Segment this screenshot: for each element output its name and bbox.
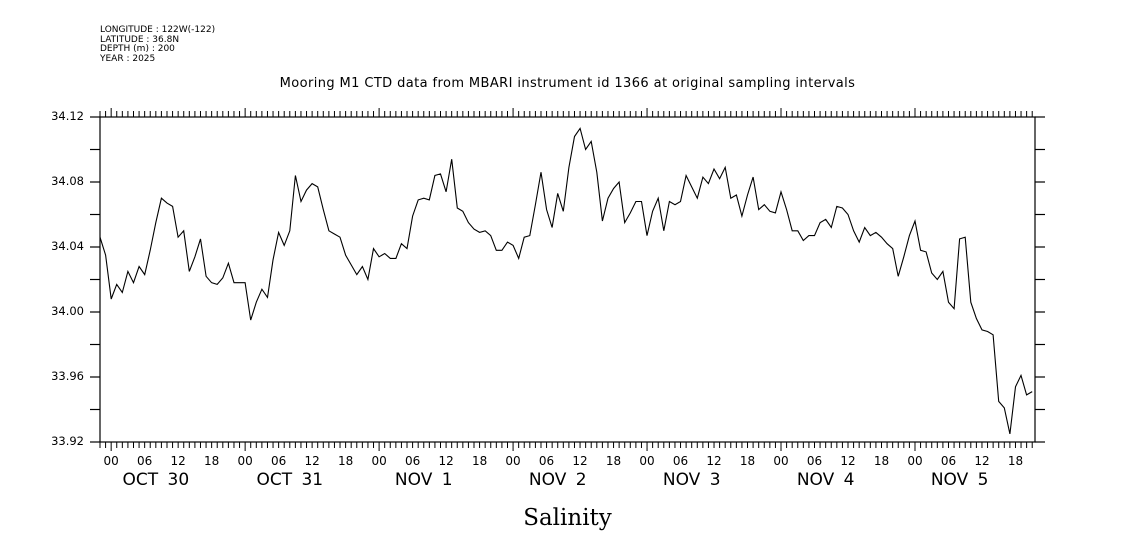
hour-tick-label: 06 — [806, 454, 823, 468]
hour-tick-label: 06 — [538, 454, 555, 468]
location-metadata: LONGITUDE : 122W(-122) LATITUDE : 36.8N … — [100, 25, 216, 64]
day-label: OCT 31 — [256, 470, 324, 490]
hour-tick-label: 06 — [940, 454, 957, 468]
hour-tick-label: 06 — [270, 454, 287, 468]
y-tick-label: 34.08 — [51, 174, 84, 188]
longitude-label: LONGITUDE : 122W(-122) — [100, 25, 216, 35]
year-label: YEAR : 2025 — [100, 53, 156, 64]
chart-title: Mooring M1 CTD data from MBARI instrumen… — [279, 76, 856, 91]
hour-tick-label: 06 — [672, 454, 689, 468]
hour-tick-label: 12 — [438, 454, 454, 468]
salinity-series-line — [99, 127, 1033, 435]
y-tick-label: 34.00 — [51, 304, 84, 318]
y-tick-label: 33.96 — [51, 369, 84, 383]
hour-tick-label: 00 — [237, 454, 253, 468]
hour-tick-label: 00 — [639, 454, 655, 468]
hour-tick-label: 06 — [137, 454, 153, 468]
day-label: NOV 3 — [662, 470, 721, 490]
hour-tick-label: 18 — [204, 454, 220, 468]
day-label: NOV 2 — [528, 470, 587, 490]
variable-label: Salinity — [523, 505, 612, 531]
hour-tick-label: 12 — [840, 454, 856, 468]
latitude-label: LATITUDE : 36.8N — [100, 34, 180, 45]
hour-tick-label: 12 — [170, 454, 186, 468]
hour-tick-label: 18 — [337, 454, 354, 468]
hour-tick-label: 18 — [739, 454, 756, 468]
hour-tick-label: 12 — [706, 454, 722, 468]
plot-frame — [99, 116, 1036, 443]
hour-tick-label: 06 — [404, 454, 421, 468]
hour-tick-label: 18 — [1007, 454, 1024, 468]
hour-tick-label: 00 — [773, 454, 789, 468]
hour-tick-label: 00 — [371, 454, 387, 468]
hour-tick-label: 00 — [907, 454, 923, 468]
hour-tick-label: 12 — [304, 454, 320, 468]
day-label: OCT 30 — [122, 470, 190, 490]
day-label: NOV 4 — [796, 470, 855, 490]
day-label: NOV 1 — [394, 470, 453, 490]
day-label: NOV 5 — [930, 470, 989, 490]
depth-label: DEPTH (m) : 200 — [100, 44, 175, 54]
hour-tick-label: 00 — [103, 454, 119, 468]
hour-tick-label: 12 — [974, 454, 990, 468]
hour-tick-label: 12 — [572, 454, 588, 468]
y-tick-label: 34.12 — [51, 109, 84, 123]
hour-tick-label: 18 — [605, 454, 622, 468]
y-tick-label: 33.92 — [51, 434, 84, 448]
hour-tick-label: 00 — [505, 454, 521, 468]
hour-tick-label: 18 — [471, 454, 488, 468]
hour-tick-label: 18 — [873, 454, 890, 468]
y-tick-label: 34.04 — [51, 239, 84, 253]
